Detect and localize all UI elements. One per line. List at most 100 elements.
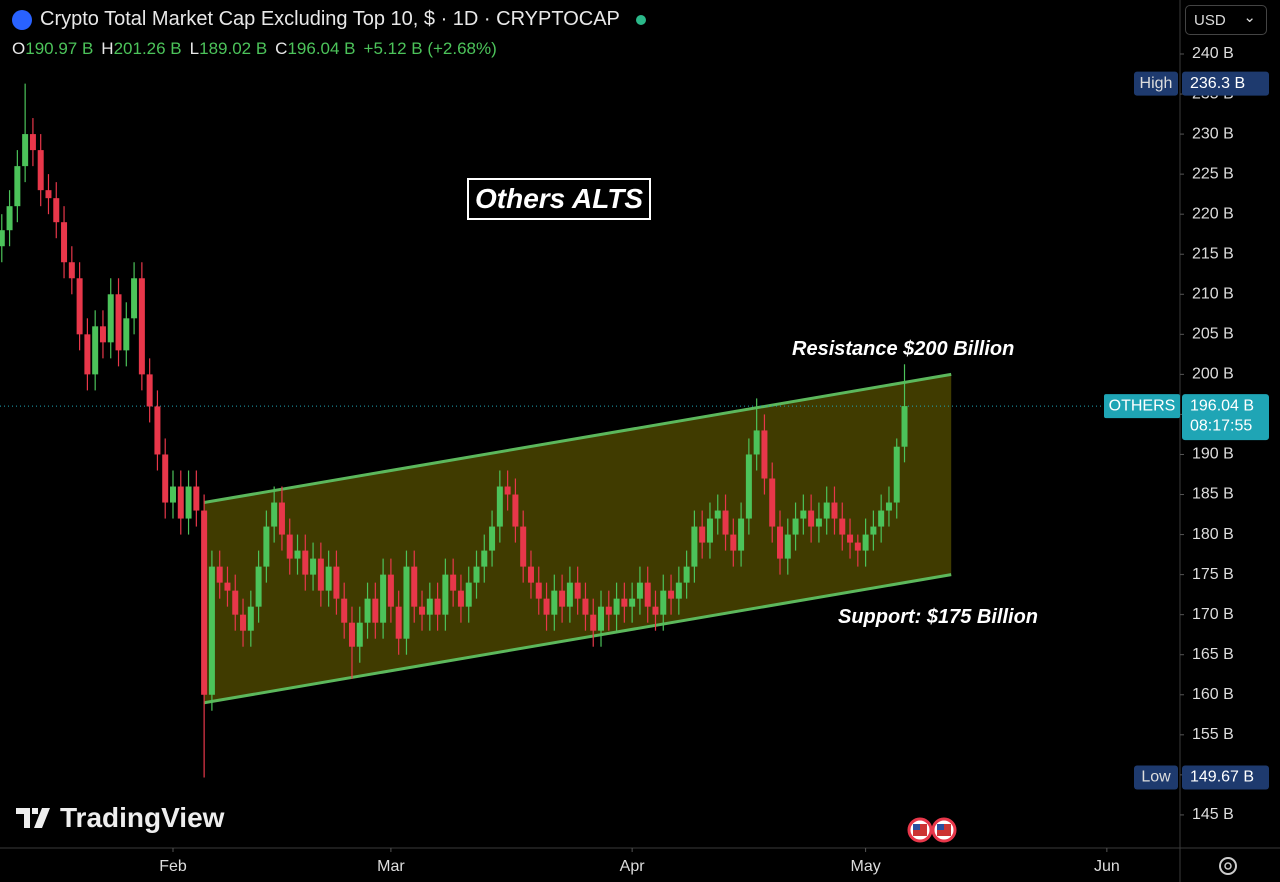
y-tick-label: 190 B <box>1192 446 1234 463</box>
candle-body <box>84 334 91 375</box>
last-price-box <box>1182 394 1269 441</box>
candle-body <box>123 318 130 351</box>
candle-body <box>629 598 636 607</box>
candle-body <box>255 566 262 607</box>
candle-body <box>893 446 900 503</box>
candle-body <box>185 486 192 519</box>
candle-body <box>193 486 200 511</box>
candle-body <box>45 190 52 199</box>
candle-body <box>29 134 36 151</box>
high-marker-value: 236.3 B <box>1190 75 1245 92</box>
candle-body <box>6 206 13 231</box>
y-tick-label: 175 B <box>1192 566 1234 583</box>
candle-body <box>738 518 745 551</box>
candle-body <box>901 406 908 447</box>
candle-body <box>714 510 721 519</box>
candle-body <box>605 606 612 615</box>
candle-body <box>489 526 496 551</box>
low-marker-tag-box <box>1134 765 1178 790</box>
candle-body <box>154 406 161 455</box>
candle-body <box>403 566 410 639</box>
candle-body <box>761 430 768 479</box>
candle-body <box>598 606 605 631</box>
watermark: TradingView <box>16 802 224 834</box>
candle-body <box>862 534 869 551</box>
candle-body <box>520 526 527 567</box>
y-tick-label: 170 B <box>1192 606 1234 623</box>
candle-body <box>294 550 301 559</box>
candle-body <box>675 582 682 599</box>
candle-body <box>784 534 791 559</box>
symbol-icon <box>12 9 32 30</box>
candle-body <box>699 526 706 543</box>
candle-body <box>411 566 418 607</box>
candle-body <box>302 550 309 575</box>
y-tick-label: 240 B <box>1192 45 1234 62</box>
candle-body <box>380 574 387 623</box>
watermark-text: TradingView <box>60 802 225 833</box>
low-marker-value: 149.67 B <box>1190 769 1254 786</box>
x-tick-label: Mar <box>377 858 405 875</box>
candle-body <box>691 526 698 567</box>
candle-body <box>644 582 651 607</box>
candle-body <box>668 590 675 599</box>
candle-body <box>61 222 68 263</box>
candle-body <box>434 598 441 615</box>
candle-body <box>831 502 838 519</box>
x-tick-label: Jun <box>1094 858 1120 875</box>
y-tick-label: 220 B <box>1192 205 1234 222</box>
candle-body <box>278 502 285 535</box>
candle-body <box>22 134 29 167</box>
candle-body <box>512 494 519 527</box>
candle-body <box>372 598 379 623</box>
y-tick-label: 180 B <box>1192 526 1234 543</box>
candle-body <box>543 598 550 615</box>
annotation-title: Others ALTS <box>467 178 652 220</box>
ohlc-key: L <box>189 39 200 58</box>
candle-body <box>333 566 340 599</box>
candle-body <box>730 534 737 551</box>
x-tick-label: May <box>850 858 880 875</box>
candle-body <box>395 606 402 639</box>
candle-body <box>769 478 776 527</box>
candle-body <box>37 150 44 191</box>
logo <box>16 808 50 828</box>
settings-icon-center <box>1224 862 1232 870</box>
y-tick-label: 165 B <box>1192 646 1234 663</box>
annotation-support: Support: $175 Billion <box>838 606 1039 628</box>
ohlc-value: 196.04 B <box>287 39 356 58</box>
ohlc-key: O <box>12 39 26 58</box>
candle-body <box>286 534 293 559</box>
candle-body <box>92 326 99 375</box>
candle-body <box>878 510 885 527</box>
settings-icon[interactable] <box>1219 857 1237 875</box>
candle-body <box>473 566 480 583</box>
candle-body <box>177 486 184 519</box>
candle-body <box>387 574 394 607</box>
high-marker: 236.3 B High <box>1134 71 1269 96</box>
candle-body <box>201 510 208 695</box>
event-flag-canton <box>937 824 944 830</box>
ohlc-value: 201.26 B <box>113 39 182 58</box>
candle-body <box>527 566 534 583</box>
low-marker-tag: Low <box>1141 769 1171 786</box>
candle-body <box>138 278 145 375</box>
high-marker-tag: High <box>1140 75 1173 92</box>
candle-body <box>450 574 457 591</box>
currency-select[interactable]: USD <box>1185 5 1267 35</box>
candle-body <box>426 598 433 615</box>
candle-body <box>823 502 830 519</box>
candle-body <box>224 582 231 591</box>
candle-body <box>14 166 21 207</box>
candle-body <box>481 550 488 567</box>
candle-body <box>559 590 566 607</box>
y-tick-label: 215 B <box>1192 245 1234 262</box>
candle-body <box>263 526 270 567</box>
candle-body <box>99 326 106 343</box>
high-marker-tag-box <box>1134 71 1178 96</box>
candle-body <box>815 518 822 527</box>
candle-body <box>465 582 472 607</box>
y-tick-label: 160 B <box>1192 686 1234 703</box>
